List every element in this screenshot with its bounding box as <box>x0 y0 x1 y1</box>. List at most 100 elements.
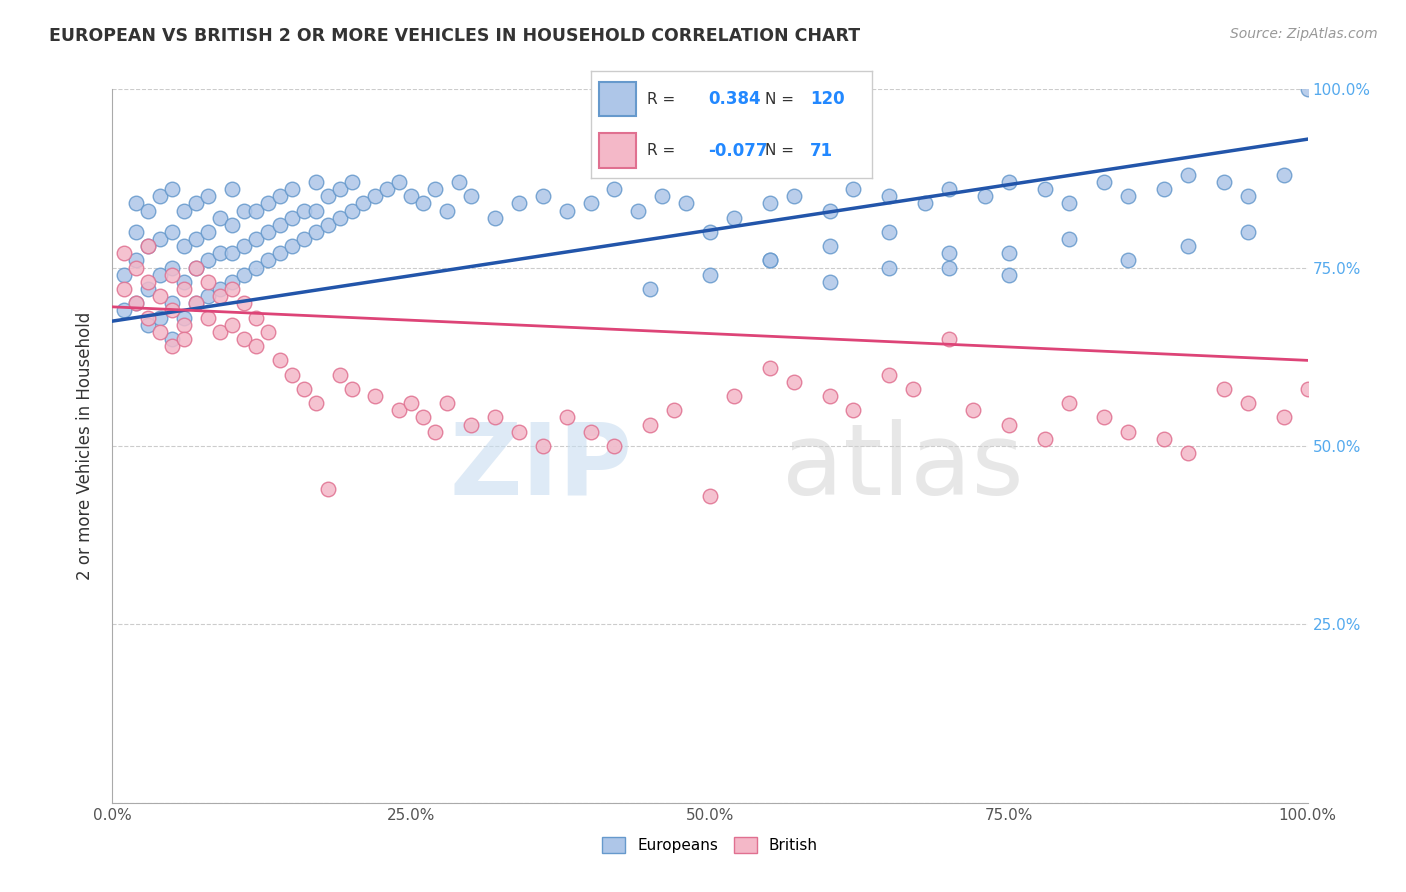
Point <box>162 303 183 318</box>
Point <box>412 196 434 211</box>
Point <box>401 189 423 203</box>
Point <box>186 260 208 275</box>
Point <box>305 396 328 410</box>
FancyBboxPatch shape <box>599 82 636 116</box>
Point <box>221 282 243 296</box>
Point <box>998 417 1021 432</box>
Point <box>651 189 673 203</box>
Point <box>138 282 160 296</box>
Point <box>233 239 256 253</box>
Point <box>221 246 243 260</box>
Point <box>759 360 782 375</box>
Point <box>603 182 626 196</box>
Point <box>245 310 267 325</box>
Point <box>149 189 172 203</box>
Point <box>233 332 256 346</box>
Point <box>209 211 232 225</box>
Point <box>879 189 901 203</box>
Text: Source: ZipAtlas.com: Source: ZipAtlas.com <box>1230 27 1378 41</box>
Point <box>388 175 411 189</box>
Point <box>723 389 745 403</box>
Point <box>627 203 650 218</box>
Text: 71: 71 <box>810 142 832 160</box>
Point <box>531 189 554 203</box>
Point <box>842 182 865 196</box>
Point <box>221 218 243 232</box>
Point <box>125 296 148 310</box>
Point <box>759 253 782 268</box>
Point <box>699 268 721 282</box>
Point <box>138 275 160 289</box>
Point <box>173 310 195 325</box>
Point <box>281 368 304 382</box>
Point <box>974 189 997 203</box>
Point <box>340 382 363 396</box>
Point <box>114 303 135 318</box>
Point <box>364 189 387 203</box>
Point <box>879 368 901 382</box>
Point <box>149 310 172 325</box>
Point <box>603 439 626 453</box>
Point <box>257 196 280 211</box>
Point <box>364 389 387 403</box>
Point <box>138 318 160 332</box>
Point <box>1237 189 1260 203</box>
Point <box>245 232 267 246</box>
Point <box>197 275 219 289</box>
Point <box>197 310 219 325</box>
Text: -0.077: -0.077 <box>709 142 768 160</box>
Point <box>292 232 315 246</box>
Point <box>292 203 315 218</box>
Point <box>401 396 423 410</box>
Text: R =: R = <box>647 92 681 107</box>
Point <box>162 268 183 282</box>
Point <box>173 282 195 296</box>
Point <box>221 318 243 332</box>
Point <box>640 417 662 432</box>
Point <box>162 332 183 346</box>
Point <box>508 196 530 211</box>
Point <box>842 403 865 417</box>
Point <box>1296 82 1319 96</box>
Point <box>149 268 172 282</box>
Text: N =: N = <box>765 143 799 158</box>
Point <box>1213 382 1236 396</box>
Point <box>233 268 256 282</box>
Point <box>186 232 208 246</box>
Point <box>209 289 232 303</box>
Point <box>173 275 195 289</box>
Point <box>149 289 172 303</box>
Point <box>759 196 782 211</box>
Point <box>305 225 328 239</box>
Point <box>138 239 160 253</box>
Point <box>245 339 267 353</box>
Point <box>269 353 291 368</box>
Point <box>1118 189 1140 203</box>
Point <box>197 289 219 303</box>
Point <box>245 260 267 275</box>
Point <box>173 332 195 346</box>
Point <box>759 253 782 268</box>
Point <box>1153 182 1175 196</box>
Text: atlas: atlas <box>782 419 1024 516</box>
Point <box>1177 239 1199 253</box>
Point <box>316 218 339 232</box>
Point <box>125 260 148 275</box>
Point <box>186 296 208 310</box>
Legend: Europeans, British: Europeans, British <box>596 831 824 859</box>
Point <box>305 203 328 218</box>
Point <box>138 203 160 218</box>
Point <box>1057 396 1080 410</box>
Point <box>460 417 482 432</box>
Point <box>221 182 243 196</box>
Point <box>1094 175 1116 189</box>
Point <box>1213 175 1236 189</box>
Point <box>173 239 195 253</box>
Point <box>173 318 195 332</box>
Point <box>209 325 232 339</box>
Point <box>782 375 804 389</box>
Point <box>818 389 841 403</box>
Point <box>197 189 219 203</box>
Point <box>186 260 208 275</box>
Point <box>1118 425 1140 439</box>
